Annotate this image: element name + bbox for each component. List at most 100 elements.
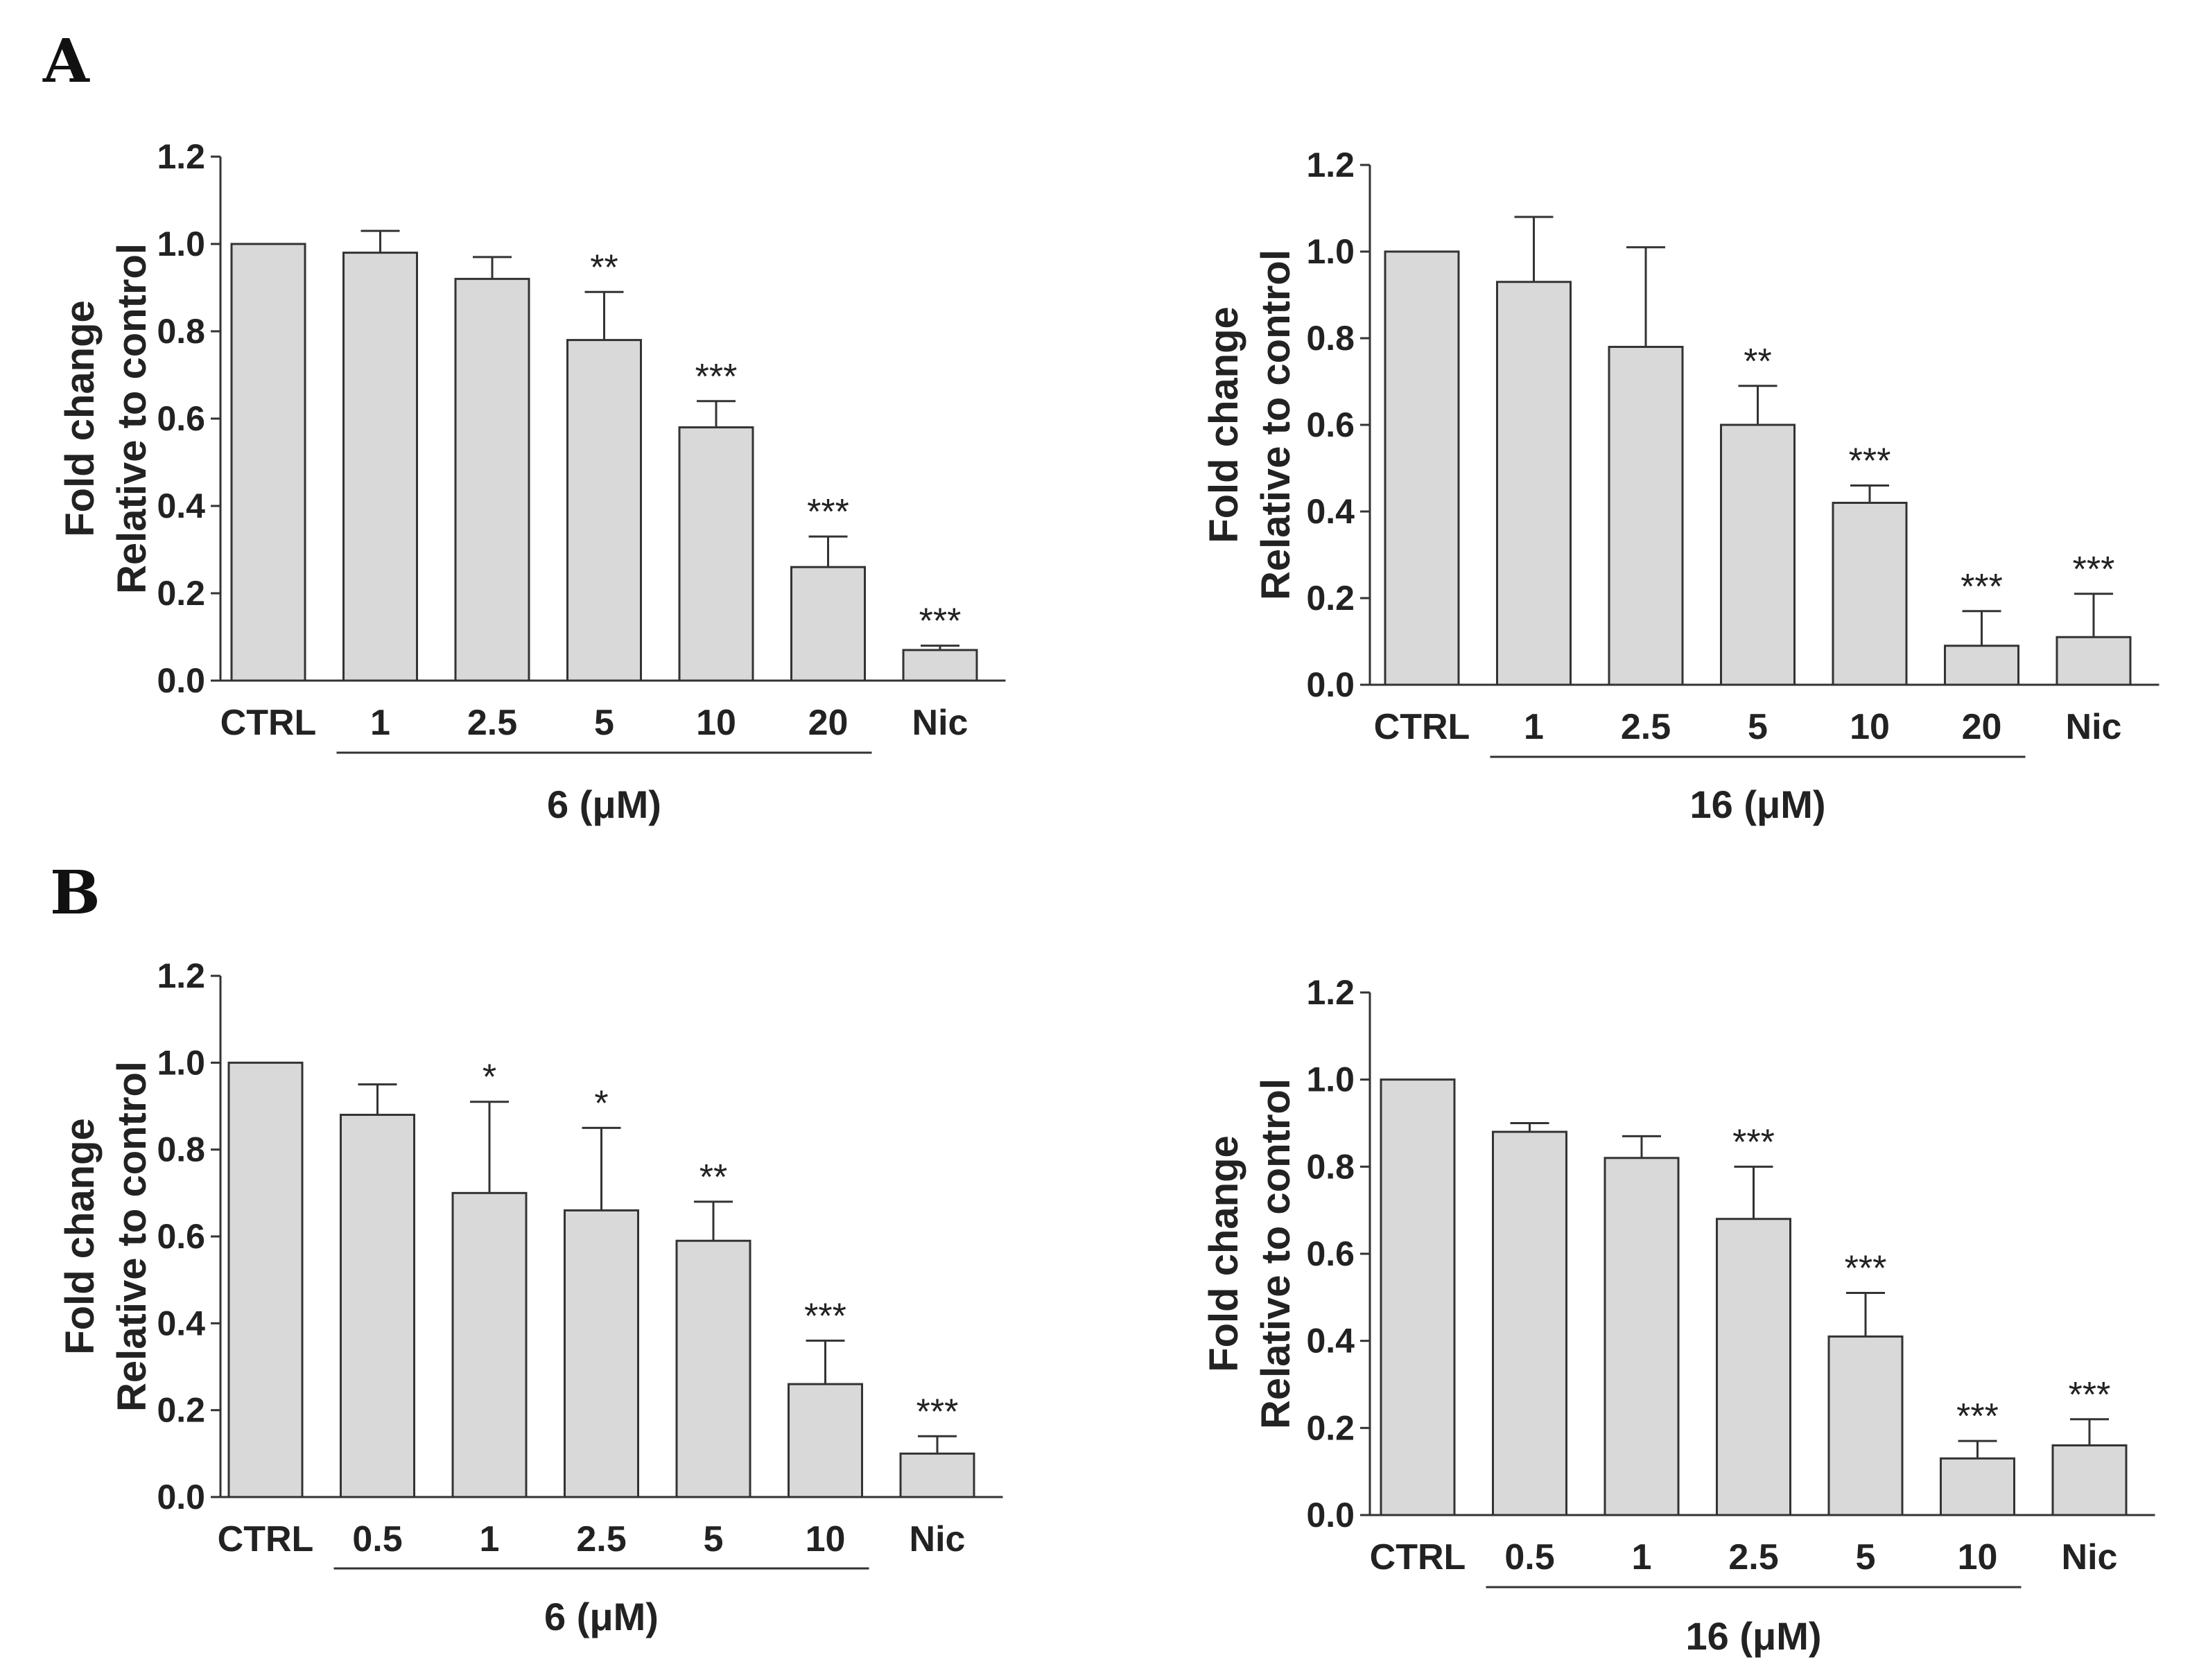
bar — [340, 1114, 415, 1498]
significance-marker: *** — [919, 602, 962, 642]
y-tick-label: 1.0 — [157, 225, 205, 263]
bar — [790, 566, 866, 682]
y-tick-label: 0.4 — [1306, 492, 1355, 531]
y-axis-title-line: Fold change — [1201, 1135, 1246, 1372]
y-tick-label: 0.2 — [157, 574, 205, 613]
bar — [1827, 1335, 1904, 1516]
bar — [1380, 1078, 1456, 1516]
bar — [675, 1239, 751, 1498]
chart-panel-a-compound-6: 0.0 0.2 0.4 0.6 0.8 1.0 1.2 Fold change Relative… — [58, 137, 1006, 826]
y-tick-label: 0.6 — [1306, 1234, 1355, 1273]
chart-panel-a-compound-16: 0.0 0.2 0.4 0.6 0.8 1.0 1.2 Fold change Relative… — [1201, 146, 2159, 826]
y-tick-label: 0.0 — [157, 1478, 205, 1516]
bar — [2051, 1444, 2128, 1516]
x-category-label: 20 — [1962, 707, 2002, 747]
bar — [1608, 346, 1684, 686]
bar — [564, 1209, 639, 1498]
y-axis-title-line: Fold change — [1201, 306, 1246, 543]
bar — [454, 277, 530, 682]
x-category-label: 1 — [1632, 1537, 1652, 1577]
x-category-label: 2.5 — [1728, 1537, 1778, 1577]
group-label: 6 (μM) — [544, 1595, 659, 1638]
chart-panel-b-compound-6: 0.0 0.2 0.4 0.6 0.8 1.0 1.2 Fold change Relative… — [58, 956, 1003, 1638]
x-category-label: Nic — [912, 703, 968, 743]
y-tick-label: 1.0 — [157, 1043, 205, 1082]
chart-panel-b-compound-16: 0.0 0.2 0.4 0.6 0.8 1.0 1.2 Fold change Relative… — [1201, 973, 2155, 1658]
significance-marker: *** — [2069, 1375, 2111, 1415]
x-category-label: 5 — [594, 703, 614, 743]
significance-marker: *** — [1732, 1122, 1775, 1162]
significance-marker: *** — [695, 357, 738, 397]
bar — [2055, 636, 2132, 686]
x-category-label: Nic — [2062, 1537, 2118, 1577]
bar — [342, 252, 418, 682]
y-axis-title-line: Fold change — [58, 300, 103, 537]
bar — [1492, 1130, 1567, 1516]
y-axis-title-line: Relative to control — [110, 243, 155, 594]
y-axis-title-line: Relative to control — [110, 1061, 155, 1412]
significance-marker: *** — [916, 1392, 959, 1432]
y-tick-label: 0.4 — [157, 1304, 205, 1342]
x-category-label: Nic — [2066, 707, 2122, 747]
x-category-label: 5 — [704, 1519, 724, 1559]
bar — [1384, 250, 1460, 686]
x-category-label: 0.5 — [1504, 1537, 1554, 1577]
y-tick-label: 1.0 — [1306, 232, 1355, 271]
significance-marker: * — [594, 1083, 608, 1123]
bar — [230, 243, 306, 682]
y-tick-label: 1.2 — [1306, 973, 1355, 1012]
x-category-label: 20 — [808, 703, 849, 743]
x-category-label: 1 — [1524, 707, 1544, 747]
y-axis-title-line: Relative to control — [1253, 1078, 1298, 1429]
bar — [1716, 1218, 1791, 1516]
significance-marker: ** — [1744, 342, 1771, 382]
y-tick-label: 0.8 — [1306, 319, 1355, 358]
y-tick-label: 0.8 — [157, 1130, 205, 1169]
significance-marker: *** — [804, 1296, 846, 1336]
x-category-label: CTRL — [218, 1519, 314, 1559]
x-category-label: 10 — [1850, 707, 1890, 747]
y-tick-label: 0.0 — [1306, 1496, 1355, 1534]
significance-marker: *** — [1849, 441, 1891, 482]
y-tick-label: 1.2 — [157, 956, 205, 995]
y-tick-label: 0.6 — [1306, 405, 1355, 444]
y-tick-label: 0.6 — [157, 399, 205, 438]
y-tick-label: 0.2 — [157, 1391, 205, 1430]
y-tick-label: 0.8 — [1306, 1147, 1355, 1186]
bar — [1720, 423, 1796, 686]
x-category-label: 2.5 — [467, 703, 517, 743]
y-tick-label: 0.0 — [1306, 665, 1355, 704]
x-category-label: 1 — [370, 703, 390, 743]
y-tick-label: 0.0 — [157, 661, 205, 700]
panel-letter-b: B — [50, 858, 101, 928]
panel-letter-a: A — [42, 26, 90, 96]
bar — [788, 1383, 863, 1498]
bar — [1944, 645, 2019, 686]
x-category-label: 10 — [806, 1519, 846, 1559]
significance-marker: * — [483, 1058, 496, 1098]
group-label: 6 (μM) — [547, 782, 661, 826]
significance-marker: *** — [1845, 1249, 1887, 1289]
group-label: 16 (μM) — [1685, 1614, 1821, 1658]
significance-marker: *** — [2073, 550, 2115, 590]
x-category-label: 2.5 — [576, 1519, 626, 1559]
y-tick-label: 0.6 — [157, 1217, 205, 1256]
bar — [566, 339, 642, 682]
y-axis-title-line: Fold change — [58, 1118, 103, 1355]
x-category-label: Nic — [910, 1519, 966, 1559]
group-label: 16 (μM) — [1689, 782, 1825, 826]
x-category-label: CTRL — [1374, 707, 1470, 747]
y-tick-label: 0.8 — [157, 312, 205, 351]
y-tick-label: 0.2 — [1306, 1408, 1355, 1447]
bar — [1940, 1457, 2015, 1516]
x-category-label: 10 — [696, 703, 736, 743]
y-tick-label: 0.4 — [157, 487, 205, 525]
y-tick-label: 1.2 — [1306, 146, 1355, 184]
y-tick-label: 1.2 — [157, 137, 205, 176]
x-category-label: CTRL — [1370, 1537, 1466, 1577]
bar — [1832, 502, 1908, 686]
x-category-label: 0.5 — [352, 1519, 402, 1559]
x-category-label: 2.5 — [1621, 707, 1671, 747]
bar — [1603, 1157, 1680, 1516]
